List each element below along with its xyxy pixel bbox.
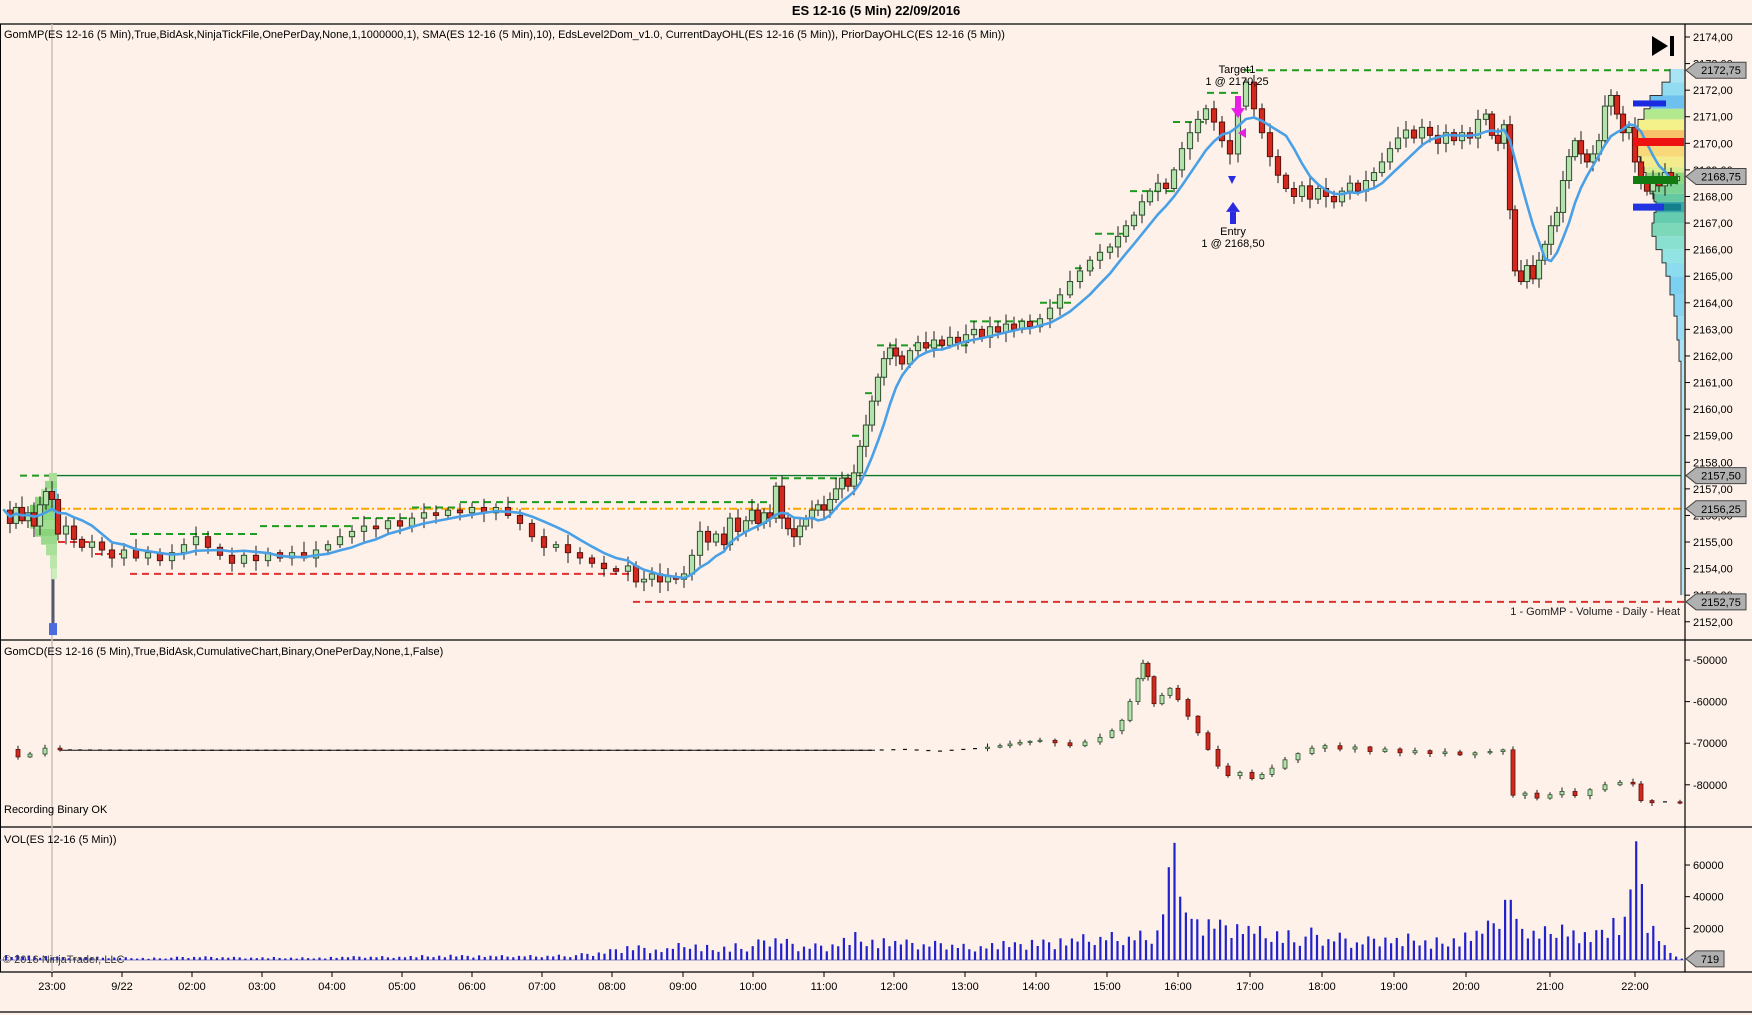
svg-text:2158,00: 2158,00 <box>1693 457 1733 469</box>
svg-text:2162,00: 2162,00 <box>1693 351 1733 363</box>
svg-text:2171,00: 2171,00 <box>1693 112 1733 124</box>
svg-text:719: 719 <box>1701 954 1719 966</box>
time-axis[interactable]: 23:00 9/22 02:00 03:00 04:00 05:00 06:00 07:00 0… <box>38 972 1649 993</box>
svg-text:12:00: 12:00 <box>880 981 908 993</box>
svg-text:20:00: 20:00 <box>1452 981 1480 993</box>
cd-panel-indicator-label: GomCD(ES 12-16 (5 Min),True,BidAsk,Cumul… <box>4 646 444 658</box>
svg-text:2168,75: 2168,75 <box>1701 172 1741 184</box>
svg-text:2164,00: 2164,00 <box>1693 298 1733 310</box>
volume-bars <box>0 841 1685 961</box>
svg-text:05:00: 05:00 <box>388 981 416 993</box>
svg-text:-50000: -50000 <box>1693 655 1727 667</box>
target-annotation: Target1 1 @ 2170,25 <box>1152 64 1322 88</box>
svg-text:60000: 60000 <box>1693 860 1724 872</box>
svg-text:11:00: 11:00 <box>811 981 838 993</box>
svg-text:2157,00: 2157,00 <box>1693 484 1733 496</box>
svg-text:2166,00: 2166,00 <box>1693 245 1733 257</box>
sma-line <box>2 116 1679 580</box>
svg-text:2170,00: 2170,00 <box>1693 138 1733 150</box>
price-candles <box>6 74 1681 593</box>
target-annotation-price: 1 @ 2170,25 <box>1205 76 1269 88</box>
recording-status: Recording Binary OK <box>4 804 108 816</box>
svg-text:20000: 20000 <box>1693 923 1724 935</box>
svg-text:2167,00: 2167,00 <box>1693 218 1733 230</box>
svg-text:2172,00: 2172,00 <box>1693 85 1733 97</box>
panel-borders <box>0 23 1752 1013</box>
svg-text:2165,00: 2165,00 <box>1693 271 1733 283</box>
svg-text:06:00: 06:00 <box>458 981 486 993</box>
svg-text:08:00: 08:00 <box>598 981 626 993</box>
svg-text:10:00: 10:00 <box>739 981 767 993</box>
price-axis[interactable]: 2152,002153,002154,002155,002156,002157,… <box>1685 32 1733 629</box>
vol-panel-indicator-label: VOL(ES 12-16 (5 Min)) <box>4 834 117 846</box>
axis-badges: 2172,75 2168,75 2157,50 2156,25 2152,75 719 <box>1685 61 1747 968</box>
svg-text:40000: 40000 <box>1693 892 1724 904</box>
cd-axis[interactable]: -50000 -60000 -70000 -80000 <box>1685 655 1727 792</box>
entry-annotation-name: Entry <box>1220 226 1246 238</box>
svg-text:2152,75: 2152,75 <box>1701 597 1741 609</box>
svg-text:03:00: 03:00 <box>248 981 276 993</box>
volume-axis[interactable]: 20000 40000 60000 <box>1685 860 1724 935</box>
svg-text:04:00: 04:00 <box>318 981 346 993</box>
scroll-to-end-icon[interactable] <box>1652 36 1674 56</box>
svg-text:22:00: 22:00 <box>1621 981 1649 993</box>
svg-text:09:00: 09:00 <box>669 981 697 993</box>
svg-text:2161,00: 2161,00 <box>1693 378 1733 390</box>
svg-text:16:00: 16:00 <box>1164 981 1192 993</box>
svg-text:21:00: 21:00 <box>1536 981 1564 993</box>
svg-text:-60000: -60000 <box>1693 697 1727 709</box>
svg-text:02:00: 02:00 <box>178 981 206 993</box>
svg-text:2154,00: 2154,00 <box>1693 564 1733 576</box>
svg-text:23:00: 23:00 <box>38 981 66 993</box>
chart-title: ES 12-16 (5 Min) 22/09/2016 <box>791 3 961 18</box>
price-level-lines <box>20 69 1684 603</box>
svg-text:2155,00: 2155,00 <box>1693 537 1733 549</box>
volume-profile-right <box>1633 68 1684 596</box>
svg-text:2174,00: 2174,00 <box>1693 32 1733 44</box>
cumulative-delta-candles <box>15 659 1683 807</box>
price-panel-indicator-label: GomMP(ES 12-16 (5 Min),True,BidAsk,Ninja… <box>4 29 1005 41</box>
svg-text:2152,00: 2152,00 <box>1693 617 1733 629</box>
entry-annotation-price: 1 @ 2168,50 <box>1201 238 1265 250</box>
price-panel-watermark: 1 - GomMP - Volume - Daily - Heat <box>1510 606 1680 618</box>
svg-text:-70000: -70000 <box>1693 738 1727 750</box>
svg-text:2157,50: 2157,50 <box>1701 471 1741 483</box>
svg-text:2159,00: 2159,00 <box>1693 431 1733 443</box>
trade-markers <box>1226 96 1246 224</box>
svg-text:-80000: -80000 <box>1693 780 1727 792</box>
svg-text:2168,00: 2168,00 <box>1693 191 1733 203</box>
entry-annotation: Entry 1 @ 2168,50 <box>1148 226 1318 250</box>
target-annotation-name: Target1 <box>1218 64 1256 76</box>
svg-text:14:00: 14:00 <box>1022 981 1050 993</box>
svg-text:19:00: 19:00 <box>1380 981 1408 993</box>
svg-text:18:00: 18:00 <box>1308 981 1336 993</box>
svg-text:2156,25: 2156,25 <box>1701 504 1741 516</box>
svg-text:2172,75: 2172,75 <box>1701 65 1741 77</box>
svg-text:07:00: 07:00 <box>528 981 556 993</box>
svg-text:9/22: 9/22 <box>111 981 132 993</box>
copyright-notice: © 2016 NinjaTrader, LLC <box>3 954 125 966</box>
svg-text:17:00: 17:00 <box>1236 981 1264 993</box>
dom-depth-bars <box>1633 100 1684 211</box>
svg-text:2160,00: 2160,00 <box>1693 404 1733 416</box>
svg-text:15:00: 15:00 <box>1093 981 1121 993</box>
svg-text:13:00: 13:00 <box>951 981 979 993</box>
svg-text:2163,00: 2163,00 <box>1693 324 1733 336</box>
